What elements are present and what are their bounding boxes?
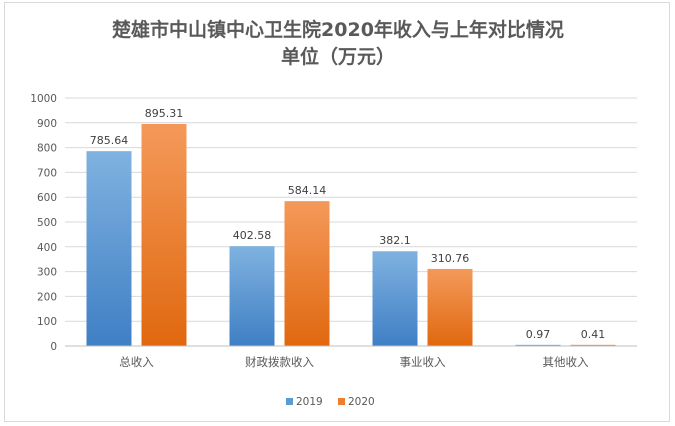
y-tick-label: 800 [37,143,57,155]
bar-2019 [515,344,561,346]
legend-swatch [338,398,345,405]
y-tick-label: 300 [37,267,57,279]
legend-swatch [286,398,293,405]
data-label: 0.97 [526,328,551,341]
y-tick-label: 200 [37,291,57,303]
bar-2019 [86,151,132,346]
bar-2019 [229,246,275,346]
chart-area[interactable]: 楚雄市中山镇中心卫生院2020年收入与上年对比情况 单位（万元） 785.64 8… [4,2,670,422]
y-tick-label: 100 [37,316,57,328]
x-category-label: 财政拨款收入 [245,355,314,369]
data-label: 382.1 [379,234,411,247]
bar-2020 [570,344,616,346]
chart-title: 楚雄市中山镇中心卫生院2020年收入与上年对比情况 [112,19,564,41]
data-label: 584.14 [288,184,327,197]
legend-label: 2020 [348,396,375,408]
bar-2020 [284,201,330,346]
bar-2020 [141,123,187,346]
chart-subtitle: 单位（万元） [280,46,395,68]
chart-plot: 785.64 895.31 402.58 584.14 382.1 310.76 0.97 0… [30,93,637,408]
bar-2019 [372,251,418,346]
y-tick-label: 700 [37,167,57,179]
data-label: 785.64 [90,134,129,147]
y-tick-label: 900 [37,118,57,130]
y-tick-label: 1000 [30,93,57,105]
chart-title-block: 楚雄市中山镇中心卫生院2020年收入与上年对比情况 单位（万元） [5,17,671,71]
data-label: 402.58 [233,229,272,242]
bar-2020 [427,268,473,346]
x-category-label: 总收入 [119,355,154,369]
y-tick-label: 0 [50,341,57,353]
y-tick-label: 400 [37,242,57,254]
x-category-label: 其他收入 [543,355,589,369]
x-category-label: 事业收入 [400,355,446,369]
legend-label: 2019 [296,396,323,408]
y-tick-label: 500 [37,217,57,229]
data-label: 310.76 [431,252,470,265]
data-label: 895.31 [145,107,184,120]
y-tick-label: 600 [37,192,57,204]
data-label: 0.41 [581,328,606,341]
